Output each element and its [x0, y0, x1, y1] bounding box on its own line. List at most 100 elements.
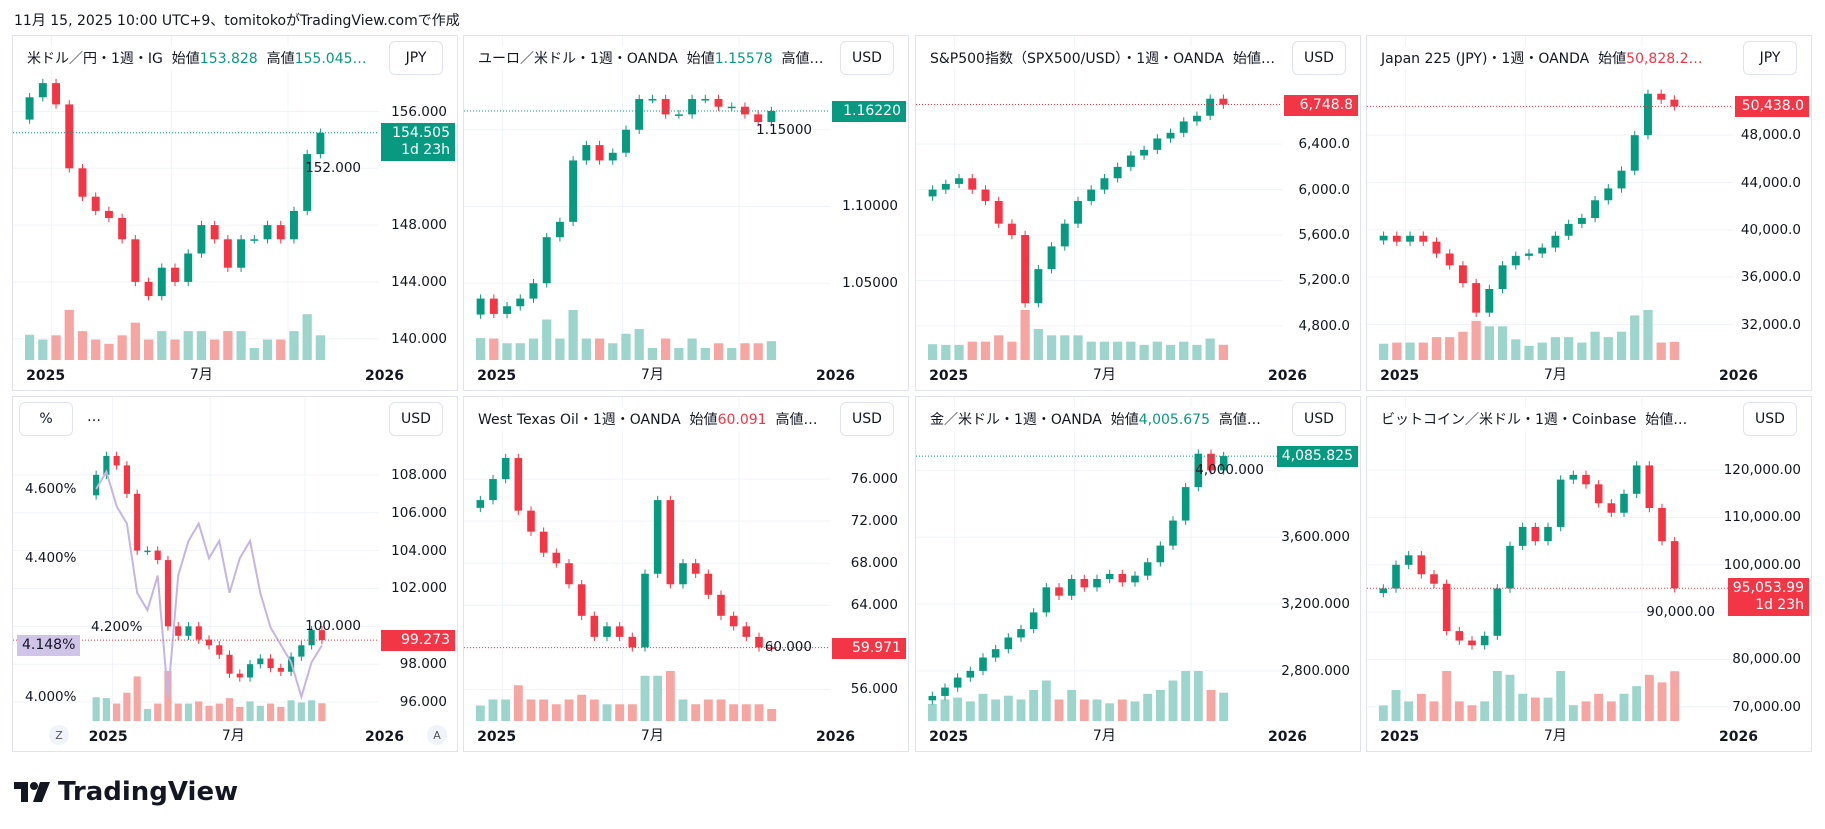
candle: [1518, 522, 1527, 551]
volume-bar: [1168, 680, 1178, 721]
candle: [318, 625, 325, 645]
x-tick-label: 2026: [1719, 368, 1758, 384]
left-unit-button[interactable]: %: [19, 402, 73, 436]
chart-plot[interactable]: [464, 397, 909, 752]
volume-bar: [1657, 682, 1667, 721]
volume-bar: [716, 699, 726, 721]
tradingview-logo[interactable]: TradingView: [14, 777, 238, 807]
volume-bar: [1454, 701, 1464, 721]
volume-bar: [539, 699, 549, 721]
volume-bar: [117, 335, 127, 360]
candle: [1021, 230, 1030, 308]
scale-button-z[interactable]: Z: [49, 725, 69, 745]
last-price-value: 1.16220: [843, 103, 901, 119]
volume-bar: [665, 671, 675, 721]
candle: [123, 461, 130, 499]
chart-panel[interactable]: 96.000 98.000 100.000 102.000 104.000 106.000…: [12, 396, 458, 752]
volume-bar: [1079, 699, 1089, 721]
title-text: 高値: [257, 51, 295, 67]
volume-bar: [104, 343, 114, 360]
chart-panel[interactable]: 32,000.0 36,000.0 40,000.0 44,000.0 48,000.0…: [1366, 35, 1812, 391]
candle: [1630, 130, 1639, 175]
candle: [1060, 219, 1069, 251]
chart-panel[interactable]: 4,800.0 5,200.0 5,600.0 6,000.0 6,400.0 2025 7…: [915, 35, 1361, 391]
candle: [1113, 162, 1122, 183]
x-tick-label: 7月: [1543, 728, 1567, 744]
chart-panel[interactable]: 56.000 60.000 64.000 68.000 72.000 76.000 2025…: [463, 396, 909, 752]
y-tick-label: 1.15000: [756, 121, 812, 138]
volume-bar: [564, 699, 574, 721]
chart-plot[interactable]: [1367, 397, 1812, 752]
currency-button[interactable]: USD: [840, 41, 894, 75]
currency-button[interactable]: USD: [1743, 402, 1797, 436]
volume-bar: [1644, 674, 1654, 721]
chart-panel[interactable]: 2,800.000 3,200.000 3,600.000 4,000.000 2025…: [915, 396, 1361, 752]
chart-title: …: [85, 407, 103, 427]
candle: [582, 140, 591, 165]
chart-panel[interactable]: 140.000 144.000 148.000 152.000 156.000 2025 7…: [12, 35, 458, 391]
candle: [118, 213, 127, 244]
volume-bar: [210, 339, 220, 360]
x-tick-label: 2026: [816, 729, 855, 745]
candle: [1480, 631, 1489, 650]
chart-panel[interactable]: 1.05000 1.10000 1.15000 2025 7月 2026 ユーロ／米ドル・1…: [463, 35, 909, 391]
logo-text: TradingView: [58, 777, 239, 807]
volume-bar: [1143, 693, 1153, 721]
volume-bar: [1458, 331, 1468, 360]
volume-bar: [24, 334, 35, 360]
currency-button[interactable]: JPY: [1743, 41, 1797, 75]
chart-plot[interactable]: [916, 36, 1361, 391]
chart-plot[interactable]: [1367, 36, 1812, 391]
currency-button[interactable]: USD: [1292, 402, 1346, 436]
scale-button-a[interactable]: A: [427, 725, 447, 745]
volume-bar: [64, 310, 74, 360]
y-tick-label: 72.000: [850, 513, 898, 530]
candle: [267, 654, 274, 673]
volume-bar: [1105, 703, 1115, 721]
volume-bar: [526, 699, 536, 721]
volume-bar: [113, 703, 121, 721]
chart-plot[interactable]: [13, 397, 458, 752]
candle: [1445, 249, 1454, 270]
volume-bar: [262, 339, 273, 360]
volume-bar: [1511, 339, 1521, 360]
title-text: 米ドル／円・1週・IG 始値: [27, 51, 200, 67]
currency-button[interactable]: USD: [840, 402, 894, 436]
chart-plot[interactable]: [13, 36, 458, 391]
candle: [1538, 243, 1547, 258]
candle: [1632, 461, 1641, 499]
volume-bar: [1606, 701, 1616, 721]
x-tick-label: 2026: [365, 368, 404, 384]
currency-button[interactable]: JPY: [389, 41, 443, 75]
candle: [237, 235, 246, 272]
candle: [1379, 584, 1388, 598]
currency-button[interactable]: USD: [1292, 41, 1346, 75]
volume-bar: [513, 685, 523, 721]
left-y-tick-label: 4.600%: [25, 480, 77, 497]
candle: [979, 653, 987, 676]
volume-bar: [653, 675, 663, 721]
candle: [729, 611, 738, 631]
chart-title: Japan 225 (JPY)・1週・OANDA 始値50,828.2…: [1379, 46, 1705, 70]
volume-bar: [318, 703, 326, 721]
ohlc-value: 50,828.2…: [1626, 51, 1703, 67]
candle: [1169, 516, 1177, 550]
volume-bar: [640, 675, 650, 721]
candle: [991, 644, 1000, 662]
currency-button[interactable]: USD: [389, 402, 443, 436]
x-tick-label: 2025: [477, 368, 517, 384]
candle: [303, 149, 312, 216]
candle: [679, 558, 687, 589]
candle: [755, 632, 763, 652]
candle: [489, 474, 497, 505]
line-last-label: 4.148%: [17, 635, 81, 657]
candle: [25, 93, 34, 124]
volume-bar: [691, 704, 701, 721]
chart-plot[interactable]: [916, 397, 1361, 752]
last-price-label: 59.971: [832, 637, 906, 659]
candle: [767, 643, 776, 652]
chart-panel[interactable]: 70,000.00 80,000.00 90,000.00 100,000.00 110…: [1366, 396, 1812, 752]
chart-plot[interactable]: [464, 36, 909, 391]
candle: [628, 632, 637, 652]
candle: [577, 579, 586, 621]
